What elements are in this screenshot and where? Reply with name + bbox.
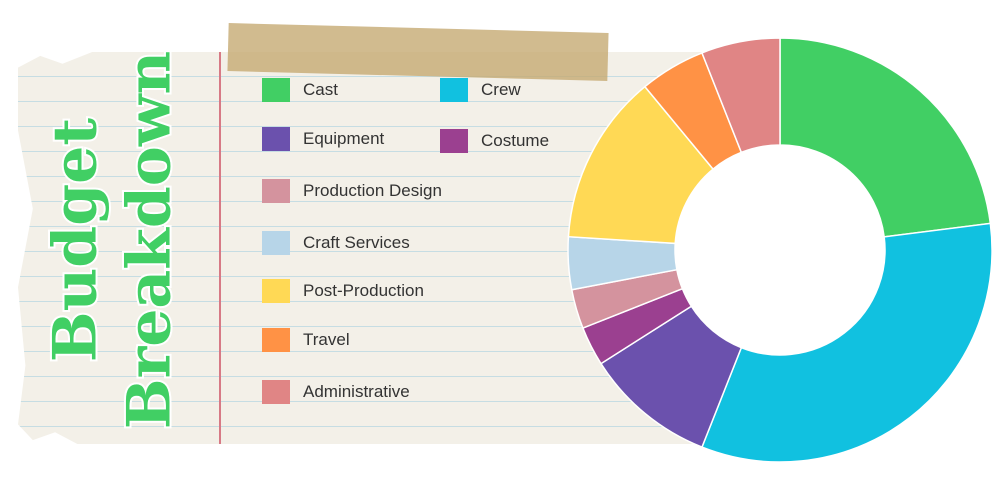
chart-title: Budget Breakdown (10, 34, 210, 446)
legend-item-crew: Crew (440, 77, 521, 103)
chart-title-line-2: Breakdown (115, 51, 185, 429)
legend-swatch (262, 231, 290, 255)
donut-hole (675, 145, 885, 355)
legend-swatch (262, 380, 290, 404)
legend-label: Cast (303, 80, 338, 99)
legend-label: Craft Services (303, 233, 410, 252)
legend-label: Crew (481, 80, 521, 99)
legend-item-travel: Travel (262, 327, 350, 353)
legend-label: Costume (481, 131, 550, 150)
donut-chart (560, 30, 1000, 470)
legend-swatch (262, 127, 290, 151)
legend-swatch (440, 129, 468, 153)
legend-swatch (262, 328, 290, 352)
legend-item-production-design: Production Design (262, 178, 442, 204)
legend-label: Post-Production (303, 281, 424, 300)
chart-title-line-1: Budget (41, 118, 111, 362)
legend-item-post-production: Post-Production (262, 278, 424, 304)
legend-swatch (262, 179, 290, 203)
chart-legend: Cast Crew Equipment Costume Production Desig… (262, 78, 582, 438)
legend-label: Travel (303, 330, 350, 349)
legend-label: Production Design (303, 181, 442, 200)
legend-label: Equipment (303, 129, 385, 148)
legend-item-costume: Costume (440, 128, 549, 154)
legend-swatch (262, 279, 290, 303)
masking-tape (227, 23, 609, 81)
legend-item-cast: Cast (262, 77, 338, 103)
legend-item-equipment: Equipment (262, 126, 384, 152)
legend-swatch (262, 78, 290, 102)
legend-item-administrative: Administrative (262, 379, 410, 405)
legend-item-craft-services: Craft Services (262, 230, 410, 256)
donut-slice-administrative (700, 37, 781, 154)
donut-chart-svg (567, 37, 993, 463)
legend-label: Administrative (303, 382, 410, 401)
legend-swatch (440, 78, 468, 102)
